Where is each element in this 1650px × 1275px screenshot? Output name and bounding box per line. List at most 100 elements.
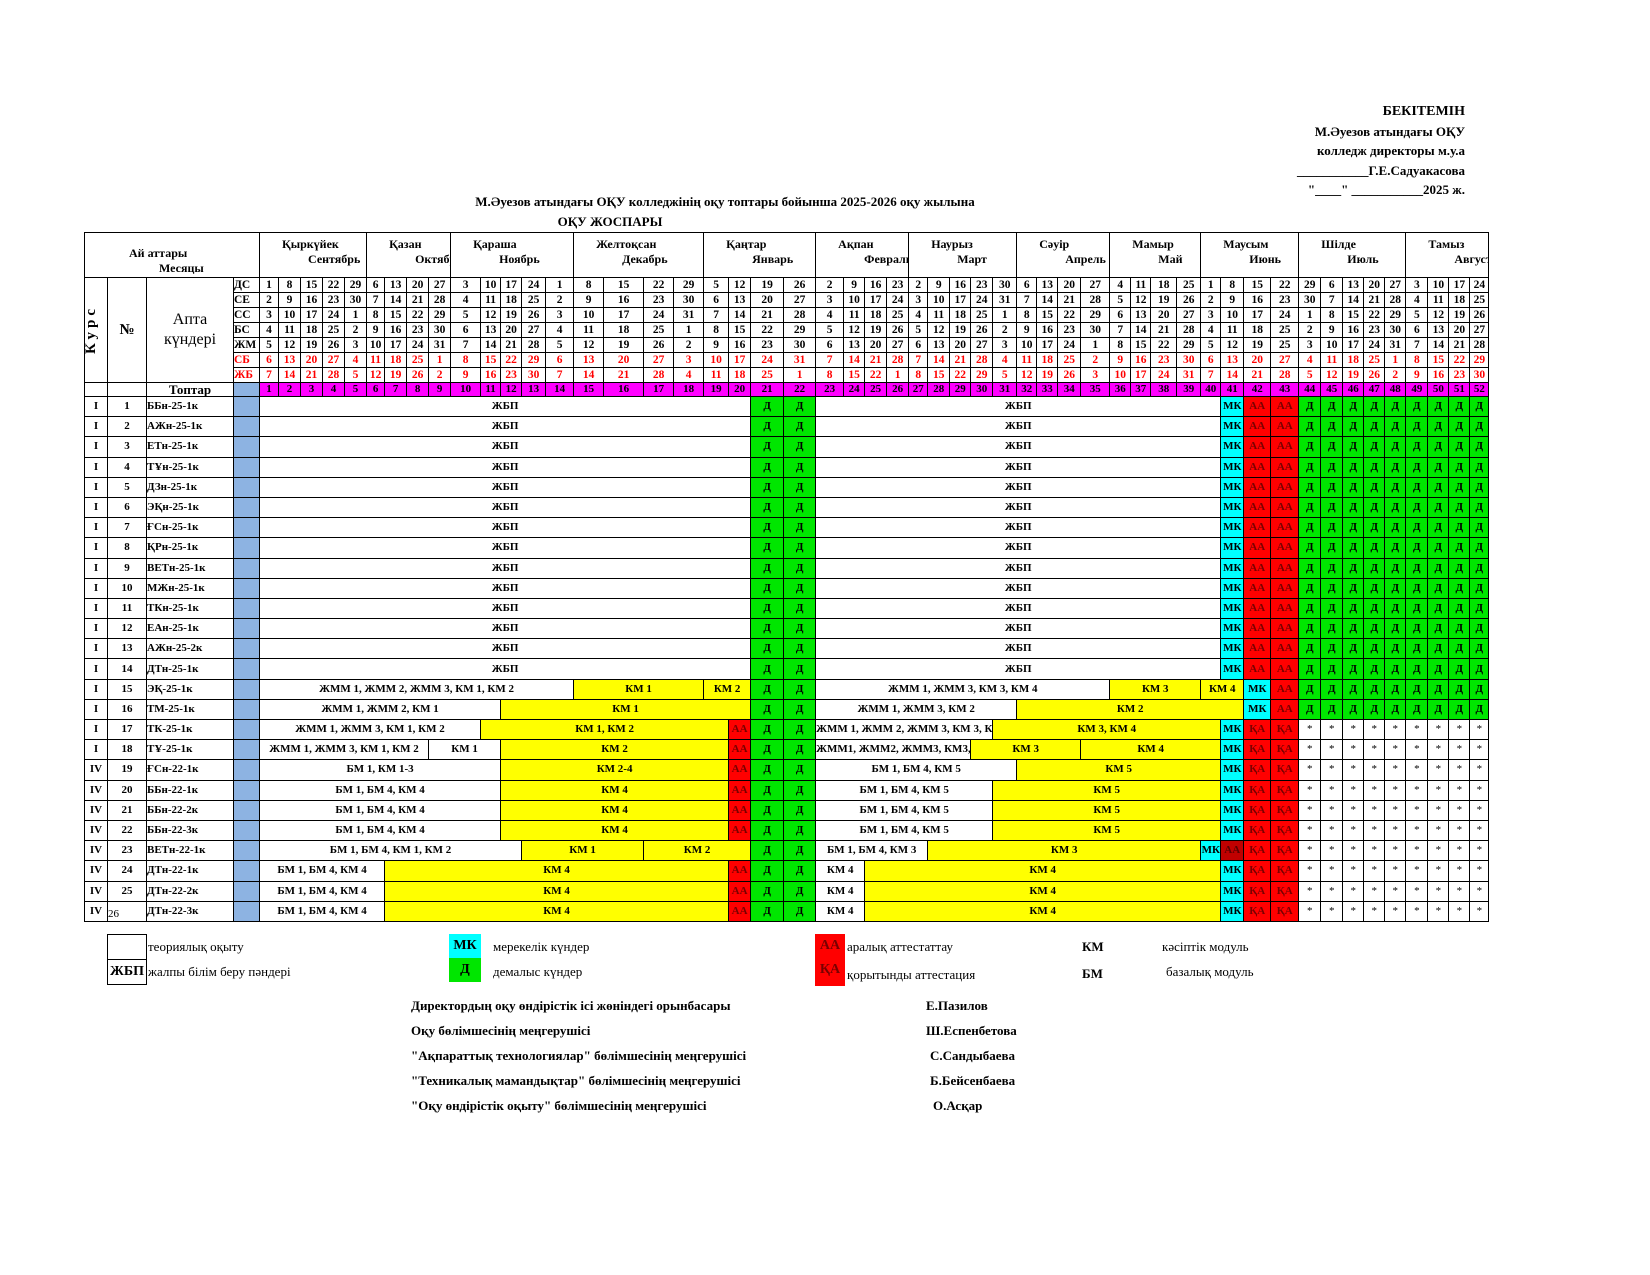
- holiday-cell: Д: [750, 577, 785, 599]
- empty-star-cell: *: [1384, 880, 1407, 902]
- signature-name: Е.Пазилов: [926, 998, 988, 1013]
- date-cell: 5: [815, 322, 845, 338]
- date-cell: 22: [949, 367, 972, 383]
- holiday-cell: Д: [1384, 698, 1407, 721]
- date-cell: 15: [300, 277, 323, 293]
- empty-star-cell: *: [1298, 779, 1322, 801]
- date-cell: 20: [1150, 307, 1178, 323]
- holiday-cell: Д: [1405, 557, 1429, 579]
- holiday-cell: Д: [1342, 537, 1365, 559]
- date-cell: 13: [384, 277, 408, 293]
- module-segment: КМ 4: [384, 900, 730, 922]
- row-number: 9: [107, 557, 147, 579]
- date-cell: 14: [1342, 292, 1365, 308]
- empty-star-cell: *: [1298, 759, 1322, 781]
- date-cell: 15: [1036, 307, 1059, 323]
- holiday-cell: Д: [1342, 517, 1365, 539]
- kurs-cell: IV: [84, 860, 108, 882]
- module-segment: КМ 4: [1080, 739, 1222, 761]
- holiday-mk-cell: МК: [1220, 718, 1245, 741]
- holiday-mk-cell: МК: [1220, 819, 1245, 842]
- week-number: 9: [428, 382, 452, 397]
- holiday-cell: Д: [1405, 618, 1429, 640]
- theory-segment: ЖБП: [815, 496, 1222, 519]
- date-cell: 29: [1176, 337, 1202, 353]
- attestation-cell: ҚА: [1270, 819, 1300, 842]
- date-cell: 14: [384, 292, 408, 308]
- date-cell: 13: [1220, 352, 1245, 368]
- blue-cell: [233, 597, 260, 620]
- attestation-cell: АА: [728, 900, 752, 922]
- holiday-mk-cell: МК: [1220, 537, 1245, 559]
- date-cell: 2: [815, 277, 845, 293]
- date-cell: 28: [783, 307, 817, 323]
- holiday-cell: Д: [783, 759, 817, 781]
- date-cell: 20: [1363, 277, 1386, 293]
- date-cell: 29: [1298, 277, 1322, 293]
- attestation-cell: АА: [1270, 395, 1300, 418]
- theory-segment: ЖБП: [815, 517, 1222, 539]
- weekdays-label: Апта күндері: [146, 277, 234, 383]
- blue-cell: [233, 436, 260, 458]
- week-number: 20: [728, 382, 752, 397]
- theory-segment: БМ 1, БМ 4, КМ 4: [258, 880, 386, 902]
- week-number: 8: [406, 382, 430, 397]
- date-cell: 23: [1270, 292, 1300, 308]
- theory-segment: ЖММ 1, ЖММ 3, КМ 1, КМ 2: [258, 739, 430, 761]
- holiday-cell: Д: [1384, 557, 1407, 579]
- holiday-cell: Д: [783, 456, 817, 478]
- date-cell: 3: [1200, 307, 1222, 323]
- date-cell: 11: [366, 352, 386, 368]
- kurs-cell: I: [84, 618, 108, 640]
- date-cell: 1: [1298, 307, 1322, 323]
- date-cell: 29: [1384, 307, 1407, 323]
- date-cell: 18: [1036, 352, 1059, 368]
- date-cell: 21: [750, 307, 785, 323]
- date-cell: 24: [1469, 277, 1490, 293]
- month-name-ru: Декабрь: [622, 252, 668, 266]
- holiday-cell: Д: [1363, 557, 1386, 579]
- holiday-cell: Д: [1405, 597, 1429, 620]
- date-cell: 14: [1130, 322, 1152, 338]
- attestation-cell: АА: [1270, 496, 1300, 519]
- date-cell: 10: [1320, 337, 1344, 353]
- module-segment: КМ 3: [970, 739, 1082, 761]
- group-name: ҒСн-22-1к: [146, 759, 234, 781]
- group-name: ДТн-22-2к: [146, 880, 234, 902]
- attestation-cell: ҚА: [1243, 900, 1272, 922]
- date-cell: 9: [278, 292, 301, 308]
- date-cell: 14: [480, 337, 502, 353]
- date-cell: 14: [728, 307, 752, 323]
- attestation-cell: АА: [1243, 618, 1272, 640]
- empty-star-cell: *: [1342, 900, 1365, 922]
- date-cell: 15: [728, 322, 752, 338]
- kurs-cell: I: [84, 537, 108, 559]
- holiday-cell: Д: [783, 436, 817, 458]
- date-cell: 21: [500, 337, 523, 353]
- month-name-kz: Қараша: [473, 237, 517, 251]
- holiday-cell: Д: [1405, 496, 1429, 519]
- date-cell: 29: [673, 277, 705, 293]
- empty-star-cell: *: [1298, 819, 1322, 842]
- date-cell: 15: [1130, 337, 1152, 353]
- empty-star-cell: *: [1448, 860, 1471, 882]
- date-cell: 28: [1176, 322, 1202, 338]
- date-cell: 5: [1200, 337, 1222, 353]
- theory-segment: БМ 1, БМ 4, КМ 5: [815, 759, 1018, 781]
- theory-segment: ЖБП: [258, 456, 752, 478]
- week-number: 27: [908, 382, 929, 397]
- date-cell: 20: [300, 352, 323, 368]
- attestation-cell: ҚА: [1270, 718, 1300, 741]
- week-number: 34: [1057, 382, 1082, 397]
- empty-star-cell: *: [1384, 900, 1407, 922]
- date-cell: 15: [1243, 277, 1272, 293]
- month-name-kz: Наурыз: [931, 237, 973, 251]
- holiday-cell: Д: [1363, 496, 1386, 519]
- months-label-cell: Ай аттары Месяцы: [84, 232, 260, 278]
- date-cell: 8: [1320, 307, 1344, 323]
- date-cell: 9: [927, 277, 951, 293]
- attestation-cell: ҚА: [1270, 860, 1300, 882]
- holiday-cell: Д: [1427, 597, 1450, 620]
- holiday-cell: Д: [1448, 456, 1471, 478]
- holiday-cell: Д: [1298, 496, 1322, 519]
